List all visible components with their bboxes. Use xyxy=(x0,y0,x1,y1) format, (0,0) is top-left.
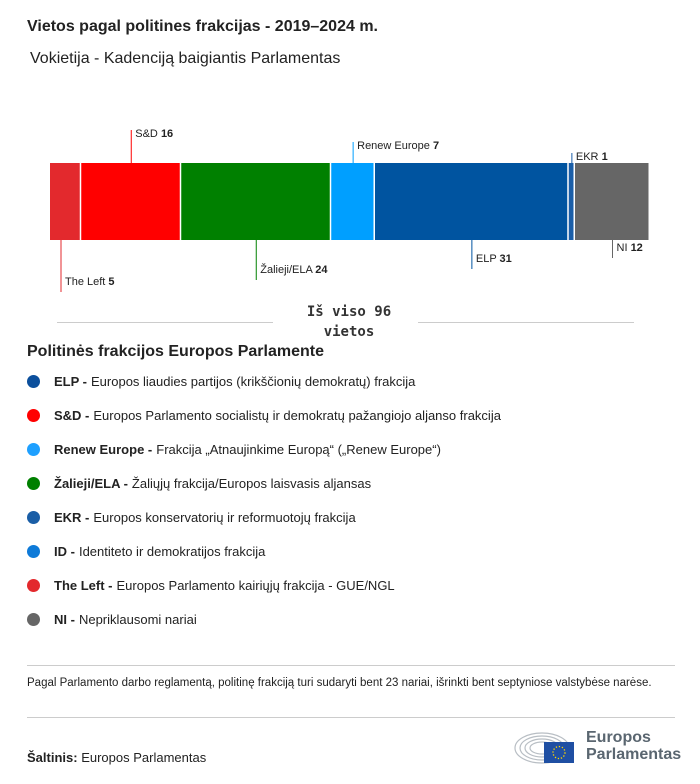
legend-item: ELP - Europos liaudies partijos (krikščio… xyxy=(27,374,415,389)
legend-text: Europos Parlamento socialistų ir demokra… xyxy=(93,408,501,423)
segment-label: S&D 16 xyxy=(135,128,173,140)
legend-text: Europos konservatorių ir reformuotojų fr… xyxy=(93,510,356,525)
chart-title: Vietos pagal politines frakcijas - 2019–… xyxy=(27,18,378,35)
segment-name: NI xyxy=(617,242,628,254)
segment-value: 24 xyxy=(315,264,328,276)
bar-segment xyxy=(575,163,649,240)
segment-value: 5 xyxy=(108,276,114,288)
legend-abbr: The Left - xyxy=(54,578,113,593)
segment-label: Žalieji/ELA 24 xyxy=(260,263,328,276)
segment-label: Renew Europe 7 xyxy=(357,140,439,152)
legend-item: EKR - Europos konservatorių ir reformuoto… xyxy=(27,510,356,525)
hemicycle-flag-icon xyxy=(514,732,574,764)
segment-name: Žalieji/ELA xyxy=(260,263,313,276)
legend-dot-icon xyxy=(27,375,40,388)
legend-item: S&D - Europos Parlamento socialistų ir de… xyxy=(27,408,501,423)
bar-segment xyxy=(568,163,574,240)
segment-label: The Left 5 xyxy=(65,276,115,288)
legend-text: Identiteto ir demokratijos frakcija xyxy=(78,544,266,559)
legend-title: Politinės frakcijos Europos Parlamente xyxy=(27,343,324,360)
legend-abbr: Žalieji/ELA - xyxy=(54,476,128,491)
legend-dot-icon xyxy=(27,477,40,490)
legend-text: Europos liaudies partijos (krikščionių d… xyxy=(91,374,416,389)
segment-name: S&D xyxy=(135,128,158,140)
legend-item: NI - Nepriklausomi nariai xyxy=(27,612,197,627)
segment-label: ELP 31 xyxy=(476,253,512,265)
source-value: Europos Parlamentas xyxy=(81,750,207,765)
legend-dot-icon xyxy=(27,545,40,558)
seat-bar-chart: The Left 5 S&D 16 Žalieji/ELA 24 Renew Euro… xyxy=(50,128,649,292)
logo-line: Parlamentas xyxy=(586,746,682,763)
divider xyxy=(57,322,273,323)
legend-dot-icon xyxy=(27,613,40,626)
legend-abbr: Renew Europe - xyxy=(54,442,153,457)
legend-item: Renew Europe - Frakcija „Atnaujinkime Eur… xyxy=(27,442,441,457)
legend-item: Žalieji/ELA - Žaliųjų frakcija/Europos la… xyxy=(27,476,371,491)
total-seats: Iš viso 96 vietos xyxy=(274,302,424,342)
total-line-2: vietos xyxy=(323,324,375,340)
total-line-1: Iš viso 96 xyxy=(306,304,392,320)
legend-dot-icon xyxy=(27,579,40,592)
legend-item: The Left - Europos Parlamento kairiųjų fr… xyxy=(27,578,395,593)
divider xyxy=(27,717,675,718)
legend-item: ID - Identiteto ir demokratijos frakcija xyxy=(27,544,265,559)
segment-name: EKR xyxy=(576,151,599,163)
segment-name: Renew Europe xyxy=(357,140,430,152)
segment-name: ELP xyxy=(476,253,497,265)
legend-text: Nepriklausomi nariai xyxy=(78,612,197,627)
bar-segment xyxy=(181,163,330,240)
legend-text: Frakcija „Atnaujinkime Europą“ („Renew E… xyxy=(156,442,441,457)
segment-value: 12 xyxy=(631,242,643,254)
bar-segment xyxy=(50,163,80,240)
footnote: Pagal Parlamento darbo reglamentą, polit… xyxy=(27,677,652,689)
source-label: Šaltinis: xyxy=(27,750,78,765)
bar-segment xyxy=(331,163,374,240)
legend-abbr: NI - xyxy=(54,612,75,627)
divider xyxy=(418,322,634,323)
legend-dot-icon xyxy=(27,511,40,524)
segment-label: NI 12 xyxy=(617,242,643,254)
segment-value: 1 xyxy=(602,151,608,163)
legend-abbr: ELP - xyxy=(54,374,87,389)
bar-segment xyxy=(81,163,180,240)
legend-text: Žaliųjų frakcija/Europos laisvasis aljan… xyxy=(131,476,372,491)
logo-text: Europos Parlamentas xyxy=(586,729,681,763)
legend-abbr: ID - xyxy=(54,544,75,559)
logo-line: Europos xyxy=(586,729,651,746)
source: Šaltinis: Europos Parlamentas xyxy=(27,750,206,765)
bar-segment xyxy=(375,163,568,240)
segment-label: EKR 1 xyxy=(576,151,608,163)
segment-value: 31 xyxy=(500,253,512,265)
segment-value: 7 xyxy=(433,140,439,152)
legend-dot-icon xyxy=(27,443,40,456)
legend-dot-icon xyxy=(27,409,40,422)
chart-subtitle: Vokietija - Kadenciją baigiantis Parlame… xyxy=(30,50,341,67)
segment-name: The Left xyxy=(65,276,105,288)
segment-value: 16 xyxy=(161,128,173,140)
legend-text: Europos Parlamento kairiųjų frakcija - G… xyxy=(116,578,395,593)
ep-logo: Europos Parlamentas xyxy=(514,728,681,764)
legend-abbr: EKR - xyxy=(54,510,90,525)
divider xyxy=(27,665,675,666)
legend-abbr: S&D - xyxy=(54,408,90,423)
